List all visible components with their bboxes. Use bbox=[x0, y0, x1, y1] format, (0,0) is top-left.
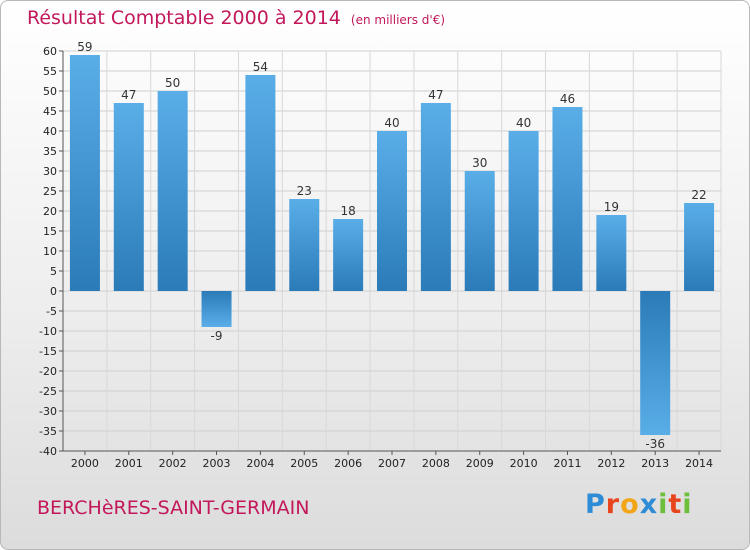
y-tick-label: 0 bbox=[50, 285, 57, 298]
data-label: 23 bbox=[297, 184, 312, 198]
data-label: 19 bbox=[604, 200, 619, 214]
bar bbox=[640, 291, 671, 435]
bar bbox=[420, 103, 451, 291]
bar bbox=[464, 171, 495, 291]
logo-letter: i bbox=[658, 489, 669, 520]
bar bbox=[552, 107, 583, 291]
data-label: 59 bbox=[77, 40, 92, 54]
bar bbox=[113, 103, 144, 291]
data-label: 22 bbox=[691, 188, 706, 202]
x-tick-label: 2012 bbox=[597, 457, 625, 470]
bar bbox=[289, 199, 320, 291]
y-tick-label: -25 bbox=[39, 385, 57, 398]
y-tick-label: 10 bbox=[43, 245, 57, 258]
y-tick-label: -20 bbox=[39, 365, 57, 378]
logo-letter: t bbox=[668, 489, 683, 520]
y-tick-label: -10 bbox=[39, 325, 57, 338]
commune-name: BERCHèRES-SAINT-GERMAIN bbox=[37, 497, 310, 519]
x-tick-label: 2005 bbox=[290, 457, 318, 470]
x-tick-label: 2013 bbox=[641, 457, 669, 470]
bar bbox=[684, 203, 715, 291]
bar bbox=[333, 219, 364, 291]
chart-subtitle: (en milliers d'€) bbox=[350, 13, 446, 27]
bar bbox=[157, 91, 188, 291]
x-tick-label: 2004 bbox=[246, 457, 274, 470]
y-tick-label: 60 bbox=[43, 45, 57, 58]
x-tick-label: 2014 bbox=[685, 457, 713, 470]
y-tick-label: 15 bbox=[43, 225, 57, 238]
bar bbox=[508, 131, 539, 291]
y-tick-label: -15 bbox=[39, 345, 57, 358]
y-tick-label: 55 bbox=[43, 65, 57, 78]
bar bbox=[245, 75, 276, 291]
y-tick-label: 40 bbox=[43, 125, 57, 138]
data-label: 40 bbox=[384, 116, 399, 130]
y-tick-label: 20 bbox=[43, 205, 57, 218]
x-tick-label: 2001 bbox=[115, 457, 143, 470]
x-tick-label: 2002 bbox=[159, 457, 187, 470]
x-tick-label: 2011 bbox=[553, 457, 581, 470]
bar bbox=[377, 131, 407, 291]
logo-letter: x bbox=[639, 489, 659, 520]
bar bbox=[596, 215, 627, 291]
logo-letter: o bbox=[620, 489, 640, 520]
x-tick-label: 2006 bbox=[334, 457, 362, 470]
x-tick-label: 2003 bbox=[203, 457, 231, 470]
x-tick-label: 2007 bbox=[378, 457, 406, 470]
y-tick-label: -35 bbox=[39, 425, 57, 438]
bar bbox=[201, 291, 232, 327]
x-tick-label: 2010 bbox=[510, 457, 538, 470]
y-tick-label: -40 bbox=[39, 445, 57, 458]
chart-title: Résultat Comptable 2000 à 2014 (en millie… bbox=[27, 7, 446, 29]
data-label: 46 bbox=[560, 92, 575, 106]
y-tick-label: 35 bbox=[43, 145, 57, 158]
y-tick-label: -5 bbox=[46, 305, 57, 318]
y-tick-label: 5 bbox=[50, 265, 57, 278]
x-tick-label: 2000 bbox=[71, 457, 99, 470]
y-tick-label: -30 bbox=[39, 405, 57, 418]
x-tick-label: 2008 bbox=[422, 457, 450, 470]
data-labels: 59 47 50 -9 54 23 18 40 47 30 40 46 19 -36 22 bbox=[77, 40, 706, 451]
axes: -40 -35 -30 -25 -20 -15 -10 -5 0 5 10 15 20 25 30 35 40 4… bbox=[39, 45, 721, 470]
data-label: 30 bbox=[472, 156, 487, 170]
data-label: 47 bbox=[121, 88, 136, 102]
data-label: 18 bbox=[340, 204, 355, 218]
bar bbox=[69, 55, 100, 291]
data-label: 50 bbox=[165, 76, 180, 90]
data-label: -9 bbox=[211, 329, 223, 343]
y-tick-label: 25 bbox=[43, 185, 57, 198]
logo-letter: P bbox=[585, 489, 606, 520]
data-label: 47 bbox=[428, 88, 443, 102]
logo-letter: r bbox=[605, 489, 621, 520]
x-tick-label: 2009 bbox=[466, 457, 494, 470]
logo-letter: i bbox=[682, 489, 693, 520]
proxiti-logo: Proxiti bbox=[585, 489, 693, 520]
y-tick-label: 30 bbox=[43, 165, 57, 178]
y-tick-label: 45 bbox=[43, 105, 57, 118]
data-label: 40 bbox=[516, 116, 531, 130]
y-tick-label: 50 bbox=[43, 85, 57, 98]
bars bbox=[69, 55, 715, 435]
data-label: -36 bbox=[645, 437, 665, 451]
data-label: 54 bbox=[253, 60, 268, 74]
